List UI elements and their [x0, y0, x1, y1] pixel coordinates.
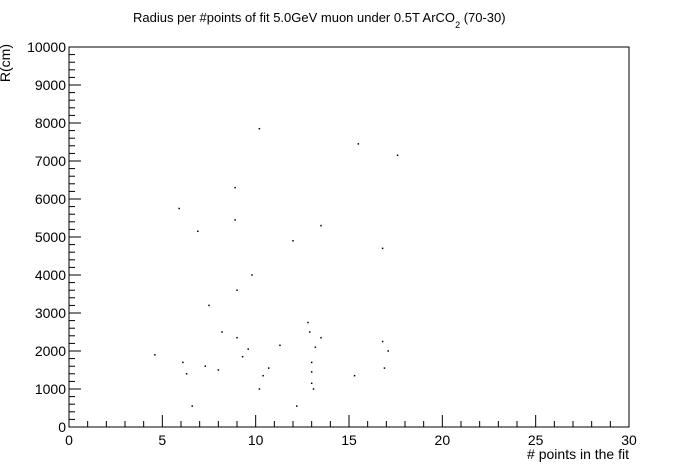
y-axis-label: R(cm): [0, 44, 13, 82]
y-tick-label: 2000: [35, 343, 66, 359]
data-point: [396, 154, 399, 157]
x-tick-label: 5: [158, 432, 166, 448]
data-point: [191, 405, 193, 407]
y-tick-label: 6000: [35, 191, 66, 207]
data-point: [279, 344, 281, 347]
x-tick-label: 25: [528, 432, 544, 448]
chart-title: Radius per #points of fit 5.0GeV muon un…: [133, 10, 506, 30]
y-tick-label: 4000: [35, 267, 66, 283]
x-tick-label: 0: [65, 432, 73, 448]
data-point: [182, 361, 184, 364]
y-tick-label: 0: [58, 419, 66, 435]
data-point: [267, 367, 270, 369]
data-point: [295, 405, 298, 407]
y-tick-label: 3000: [35, 305, 66, 321]
y-tick-label: 7000: [35, 153, 66, 169]
data-point: [387, 350, 389, 352]
data-point: [314, 346, 317, 348]
data-point: [381, 247, 384, 250]
data-point: [208, 304, 210, 307]
tick-labels: 0 5 10 15 20 25 30 0 1000 2000 3000 4000 5000 6000 700…: [27, 39, 637, 448]
data-point: [357, 143, 360, 145]
data-point: [197, 230, 199, 233]
data-point: [307, 321, 309, 324]
plot-frame: [68, 46, 630, 428]
x-axis-label: # points in the fit: [527, 446, 629, 462]
data-point: [234, 219, 236, 221]
y-tick-label: 9000: [35, 77, 66, 93]
data-point: [312, 388, 315, 390]
data-point: [381, 340, 384, 343]
data-point: [247, 348, 249, 350]
data-point: [236, 336, 238, 339]
data-point: [234, 186, 236, 189]
x-tick-label: 10: [248, 432, 264, 448]
y-tick-label: 8000: [35, 115, 66, 131]
data-point: [241, 355, 244, 358]
data-point: [383, 367, 386, 369]
axis-ticks: [68, 46, 630, 428]
data-point: [292, 240, 294, 242]
x-tick-label: 15: [341, 432, 357, 448]
chart-title-main: Radius per #points of fit 5.0GeV muon un…: [133, 10, 455, 25]
chart-title-tail: (70-30): [460, 10, 506, 25]
data-point: [320, 224, 322, 227]
y-tick-label: 5000: [35, 229, 66, 245]
data-point: [310, 382, 313, 385]
chart-title-subscript: 2: [455, 20, 460, 30]
data-point: [258, 127, 261, 130]
data-point: [310, 371, 313, 373]
data-point: [251, 274, 253, 276]
data-point: [221, 331, 223, 333]
data-point: [236, 289, 238, 291]
data-point: [178, 207, 180, 210]
data-points: [154, 127, 399, 407]
data-point: [154, 354, 156, 356]
data-point: [320, 336, 322, 339]
data-point: [217, 369, 220, 371]
data-point: [310, 361, 313, 364]
x-tick-label: 30: [621, 432, 637, 448]
data-point: [204, 365, 207, 367]
data-point: [258, 388, 261, 390]
y-tick-label: 1000: [35, 381, 66, 397]
y-tick-label: 10000: [27, 39, 66, 55]
data-point: [262, 374, 264, 377]
data-point: [309, 331, 311, 333]
data-point: [353, 374, 356, 377]
data-point: [185, 373, 188, 375]
plot-area: [68, 46, 630, 428]
x-tick-label: 20: [435, 432, 451, 448]
